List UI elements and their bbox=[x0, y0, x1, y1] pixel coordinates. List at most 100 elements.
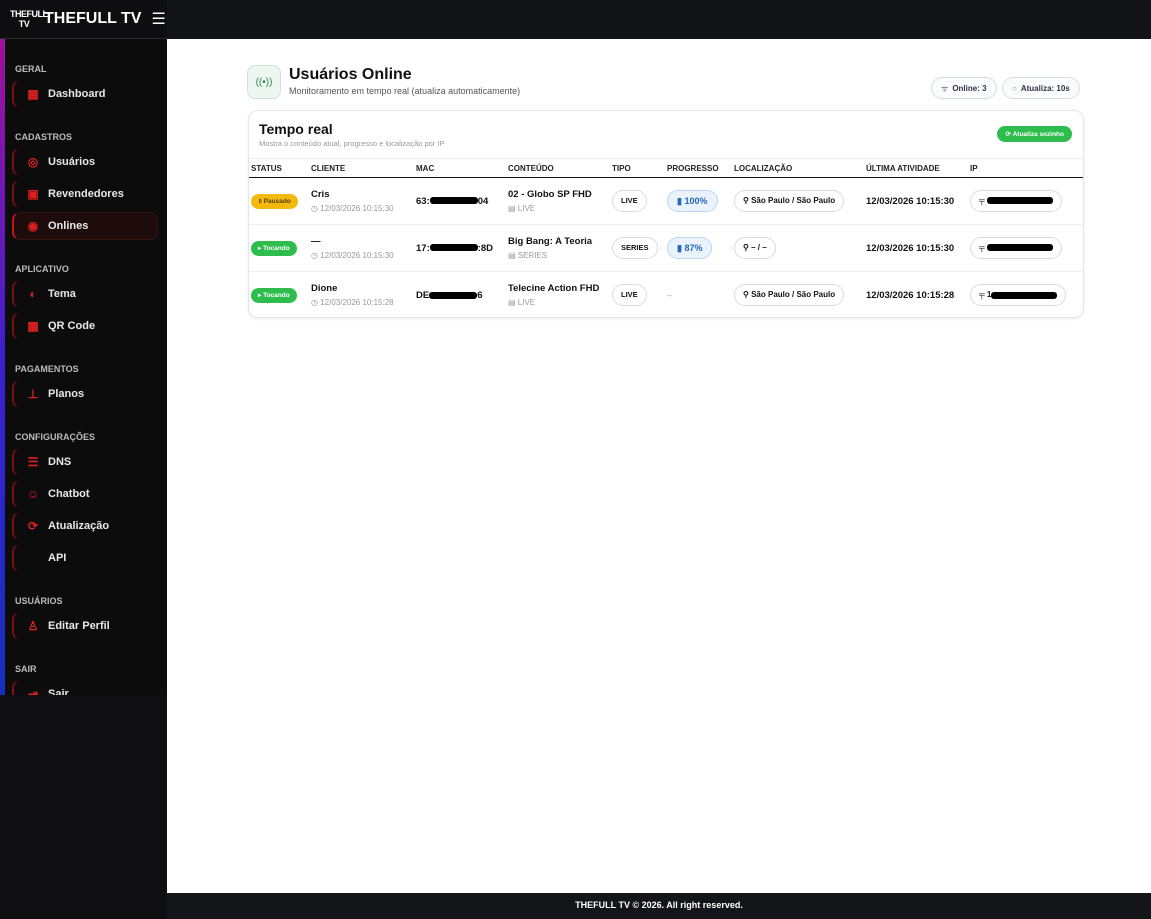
network-icon: ╤ bbox=[979, 290, 985, 300]
client-time: ◷ 12/03/2026 10:15:28 bbox=[311, 298, 394, 308]
sidebar-item-usu-rios[interactable]: ◎ Usuários bbox=[12, 148, 158, 176]
content-title: Big Bang: A Teoria bbox=[508, 236, 593, 247]
sidebar-item-label: Tema bbox=[48, 288, 76, 300]
sidebar-item-label: API bbox=[48, 552, 67, 564]
sidebar-item-dashboard[interactable]: ▦ Dashboard bbox=[12, 80, 158, 108]
sidebar-item-label: Editar Perfil bbox=[48, 620, 110, 632]
sidebar-item-onlines[interactable]: ◉ Onlines bbox=[12, 212, 158, 240]
sidebar-item-planos[interactable]: ⊥ Planos bbox=[12, 380, 158, 408]
sidebar-item-dns[interactable]: ☰ DNS bbox=[12, 448, 158, 476]
top-bar bbox=[0, 0, 1151, 39]
sidebar-item-chatbot[interactable]: ☺ Chatbot bbox=[12, 480, 158, 508]
content-type: ▤ LIVE bbox=[508, 298, 536, 308]
last-activity: 12/03/2026 10:15:30 bbox=[864, 177, 968, 225]
mac-address: DE 6 bbox=[416, 289, 483, 301]
sidebar-item-label: Planos bbox=[48, 388, 85, 400]
sidebar-item-tema[interactable]: ◐ Tema bbox=[12, 280, 158, 308]
sidebar-section-label: USUÁRIOS bbox=[15, 596, 63, 606]
status-badge: ▸ Tocando bbox=[251, 240, 297, 256]
sidebar-section-label: GERAL bbox=[15, 64, 47, 74]
sidebar-item-label: Atualização bbox=[48, 520, 110, 532]
table-row: ▸ Tocando Dione ◷ 12/03/2026 10:15:28 DE 6… bbox=[249, 272, 1083, 319]
hamburger-menu-icon[interactable]: ☰ bbox=[151, 11, 166, 28]
refresh-interval-badge: ○ Atualiza: 10s bbox=[1002, 77, 1080, 99]
film-icon: ▤ bbox=[508, 204, 516, 213]
sidebar-item-label: Chatbot bbox=[48, 488, 90, 500]
page-title: Usuários Online bbox=[289, 66, 412, 83]
status-badge: ॥ Pausado bbox=[251, 193, 298, 209]
refresh-icon: ⟳ bbox=[27, 519, 39, 533]
type-badge: LIVE bbox=[612, 190, 647, 212]
redacted-ip bbox=[991, 291, 1058, 299]
logo: THEFULL TV bbox=[10, 9, 48, 29]
realtime-card: Tempo real Mostra o conteúdo atual, prog… bbox=[248, 110, 1084, 318]
mac-address: 17::8D bbox=[414, 224, 506, 272]
column-header: ÚLTIMA ATIVIDADE bbox=[864, 158, 968, 178]
palette-icon: ◐ bbox=[29, 287, 37, 301]
redacted-mac bbox=[429, 244, 478, 252]
redacted-mac bbox=[429, 197, 478, 205]
logout-icon: ⇥ bbox=[27, 687, 39, 701]
client-name: Cris bbox=[311, 189, 330, 200]
qr-code-icon: ▩ bbox=[27, 319, 39, 333]
sidebar-section-label: CONFIGURAÇÕES bbox=[15, 432, 96, 442]
mac-address: 63: 04 bbox=[414, 177, 506, 225]
clock-icon: ◷ bbox=[311, 298, 318, 308]
status-badge: ▸ Tocando bbox=[251, 287, 297, 303]
column-header: STATUS bbox=[249, 158, 309, 178]
sidebar-item-atualiza-o[interactable]: ⟳ Atualização bbox=[12, 512, 158, 540]
auto-refresh-button[interactable]: ⟳ Atualiza sozinho bbox=[997, 126, 1072, 142]
map-pin-icon: ⚲ bbox=[743, 290, 749, 300]
sidebar-section-label: APLICATIVO bbox=[15, 264, 69, 274]
last-activity: 12/03/2026 10:15:28 bbox=[866, 289, 955, 301]
redacted-ip bbox=[986, 197, 1053, 205]
column-header: MAC bbox=[414, 158, 506, 178]
column-header: LOCALIZAÇÃO bbox=[732, 158, 864, 178]
map-pin-icon: ⚲ bbox=[743, 243, 749, 252]
content-type: ▤ LIVE bbox=[508, 204, 536, 213]
content-title: 02 - Globo SP FHD bbox=[508, 189, 592, 200]
ip-badge: ╤ bbox=[970, 190, 1062, 212]
refresh-icon: ○ bbox=[1012, 83, 1017, 93]
type-badge: SERIES bbox=[612, 237, 658, 259]
main-content: ((•)) Usuários Online Monitoramento em t… bbox=[167, 39, 1151, 893]
sidebar-item-revendedores[interactable]: ▣ Revendedores bbox=[12, 180, 158, 208]
broadcast-icon: ((•)) bbox=[247, 65, 281, 99]
column-header: IP bbox=[968, 158, 1083, 178]
ip-badge: ╤ bbox=[970, 237, 1062, 259]
type-badge: LIVE bbox=[612, 284, 647, 307]
wifi-icon: ᯤ bbox=[941, 83, 949, 93]
column-header: CLIENTE bbox=[309, 158, 414, 178]
client-name: — bbox=[311, 236, 321, 247]
redacted-ip bbox=[986, 244, 1053, 252]
content-type: ▤ SERIES bbox=[508, 251, 548, 260]
bar-chart-icon: ▮ bbox=[677, 243, 682, 253]
sidebar-item-api[interactable]: API bbox=[12, 544, 158, 572]
column-header: CONTEÚDO bbox=[506, 158, 610, 178]
clock-icon: ◷ bbox=[311, 251, 318, 260]
sidebar-section-label: PAGAMENTOS bbox=[15, 364, 79, 374]
progress-badge: ▮ 100% bbox=[667, 190, 718, 212]
card-title: Tempo real bbox=[259, 121, 333, 137]
sidebar-section-label: SAIR bbox=[15, 664, 37, 674]
sidebar-item-label: DNS bbox=[48, 456, 72, 468]
contact-card-icon: ▣ bbox=[27, 187, 39, 201]
clock-icon: ◷ bbox=[311, 204, 318, 213]
location-badge: ⚲ São Paulo / São Paulo bbox=[734, 190, 845, 212]
sidebar-item-editar-perfil[interactable]: ♙ Editar Perfil bbox=[12, 612, 158, 640]
sidebar: GERAL ▦ Dashboard CADASTROS ◎ Usuários ▣ Revend… bbox=[0, 39, 167, 708]
dashboard-icon: ▦ bbox=[27, 87, 39, 101]
table-row: ▸ Tocando — ◷ 12/03/2026 10:15:30 17::8D … bbox=[249, 224, 1083, 272]
sidebar-item-qr-code[interactable]: ▩ QR Code bbox=[12, 312, 158, 340]
user-circle-icon: ◉ bbox=[27, 219, 39, 233]
progress-badge: ▮ 87% bbox=[667, 237, 713, 259]
sidebar-bottom bbox=[0, 695, 167, 919]
bar-chart-icon: ▮ bbox=[677, 196, 682, 206]
film-icon: ▤ bbox=[508, 298, 516, 308]
map-pin-icon: ⚲ bbox=[743, 196, 749, 205]
user-circle-icon: ◎ bbox=[27, 155, 39, 169]
sidebar-item-label: Revendedores bbox=[48, 188, 124, 200]
ip-badge: ╤ 1 bbox=[970, 284, 1067, 307]
brand: THEFULL TV THEFULL TV ☰ bbox=[0, 0, 167, 39]
redacted-mac bbox=[429, 291, 478, 299]
